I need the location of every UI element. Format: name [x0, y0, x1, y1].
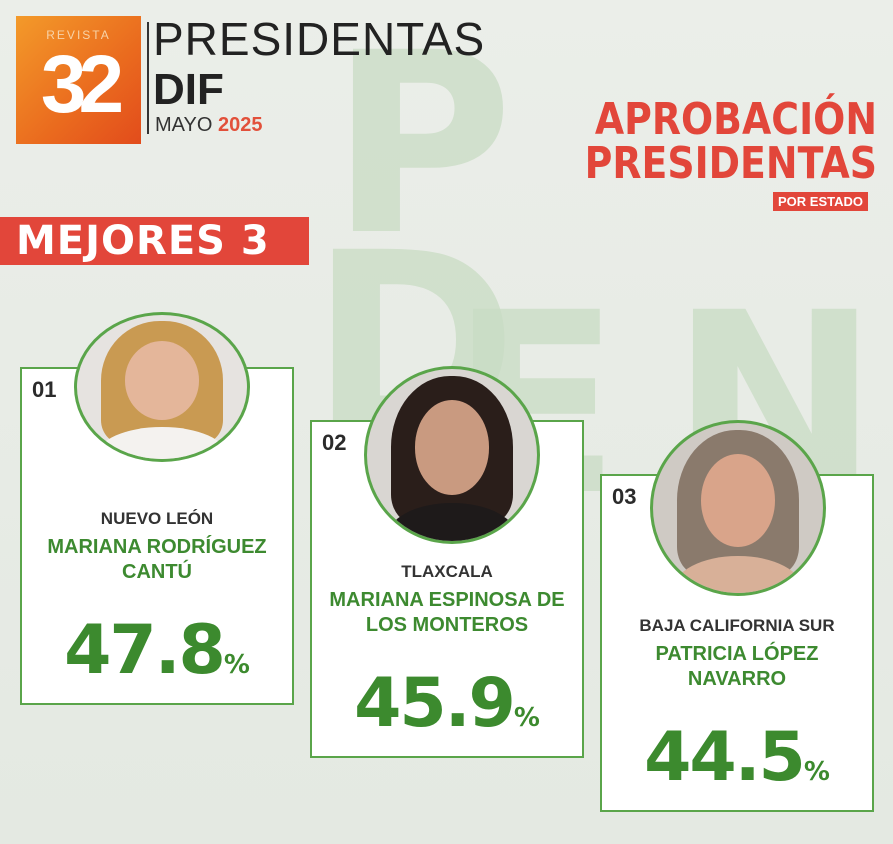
- name-line1: MARIANA RODRÍGUEZ: [47, 536, 267, 558]
- rank-number: 01: [32, 377, 57, 402]
- watermark-letter: P: [330, 0, 514, 290]
- state-name: TLAXCALA: [401, 562, 493, 581]
- state-name: BAJA CALIFORNIA SUR: [639, 616, 835, 635]
- president-name: MARIANA ESPINOSA DE LOS MONTEROS: [312, 588, 582, 638]
- headline-line1: APROBACIÓN: [594, 94, 877, 145]
- approval-value: 47.8%: [22, 617, 292, 685]
- face-shape: [700, 453, 776, 548]
- unit: %: [803, 757, 830, 787]
- name-line2: CANTÚ: [122, 561, 192, 583]
- name-line2: LOS MONTEROS: [365, 614, 529, 636]
- state-name: NUEVO LEÓN: [100, 509, 214, 528]
- month: MAYO: [155, 114, 213, 136]
- section-label: MEJORES 3: [0, 217, 309, 265]
- name-line1: MARIANA ESPINOSA DE: [329, 589, 565, 611]
- approval-value: 44.5%: [602, 724, 872, 792]
- face-shape: [124, 340, 200, 421]
- rank-number: 02: [322, 430, 347, 455]
- revista-32-logo: REVISTA 32: [16, 16, 141, 144]
- name-line2: NAVARRO: [687, 668, 787, 690]
- title-presidentas: PRESIDENTAS: [153, 13, 486, 65]
- value: 45.9: [354, 664, 516, 743]
- photo-avatar-1: [74, 312, 250, 462]
- name-line1: PATRICIA LÓPEZ: [655, 643, 819, 665]
- value: 44.5: [644, 718, 806, 797]
- logo-revista-text: REVISTA: [46, 28, 111, 42]
- value: 47.8: [64, 611, 226, 690]
- unit: %: [513, 703, 540, 733]
- rank-number: 03: [612, 484, 637, 509]
- photo-avatar-3: [650, 420, 826, 596]
- president-name: PATRICIA LÓPEZ NAVARRO: [602, 642, 872, 692]
- president-name: MARIANA RODRÍGUEZ CANTÚ: [22, 535, 292, 585]
- photo-avatar-2: [364, 366, 540, 544]
- unit: %: [223, 650, 250, 680]
- headline-line2: PRESIDENTAS: [584, 138, 877, 189]
- divider: [147, 22, 149, 134]
- year: 2025: [217, 114, 263, 136]
- logo-number: 32: [40, 39, 124, 130]
- date-label: MAYO 2025: [155, 115, 262, 135]
- por-estado-tag: POR ESTADO: [773, 192, 868, 211]
- ranking-card-3: 03 BAJA CALIFORNIA SUR PATRICIA LÓPEZ NA…: [600, 474, 874, 812]
- headline: APROBACIÓN PRESIDENTAS: [585, 98, 877, 186]
- title-dif: DIF: [153, 65, 224, 114]
- face-shape: [414, 399, 490, 495]
- approval-value: 45.9%: [312, 670, 582, 738]
